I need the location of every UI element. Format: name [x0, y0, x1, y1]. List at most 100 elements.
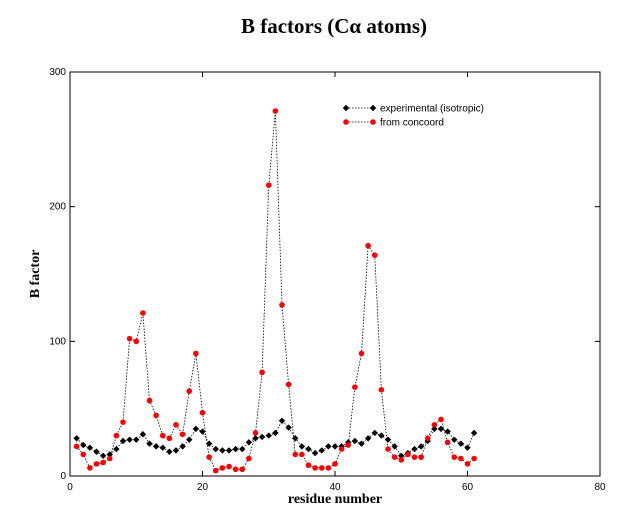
data-point	[305, 445, 312, 453]
x-tick-label: 60	[462, 482, 474, 493]
series-1	[73, 417, 478, 459]
data-point	[358, 440, 365, 447]
data-point	[417, 443, 425, 450]
x-axis-label: residue number	[288, 492, 382, 507]
x-tick-label: 0	[67, 482, 73, 493]
data-point	[305, 462, 312, 469]
data-point	[73, 443, 80, 450]
legend-marker	[342, 104, 350, 112]
data-point	[152, 443, 160, 450]
data-point	[351, 437, 359, 445]
data-point	[193, 350, 199, 357]
data-point	[279, 302, 285, 308]
data-point	[99, 452, 107, 459]
data-point	[179, 443, 186, 450]
data-point	[318, 447, 325, 454]
data-point	[298, 443, 306, 450]
data-point	[431, 425, 438, 433]
legend-marker	[370, 119, 376, 125]
data-point	[206, 454, 212, 460]
legend-item: from concoord	[343, 118, 444, 129]
data-point	[338, 446, 345, 452]
chart-title: B factors (Cα atoms)	[241, 14, 427, 38]
data-series	[73, 108, 478, 474]
data-point	[411, 454, 418, 460]
data-point	[431, 422, 438, 428]
data-point	[470, 429, 478, 437]
x-tick-label: 40	[329, 482, 341, 493]
data-point	[146, 440, 153, 447]
plot-frame	[69, 71, 601, 477]
data-point	[106, 451, 113, 458]
data-point	[252, 435, 259, 442]
data-point	[232, 466, 239, 473]
data-point	[378, 432, 385, 439]
data-point	[186, 388, 193, 394]
data-point	[239, 466, 246, 473]
data-point	[411, 445, 418, 453]
data-point	[464, 461, 471, 467]
data-point	[418, 454, 424, 460]
data-point	[246, 455, 252, 462]
legend-label: experimental (isotropic)	[380, 104, 484, 115]
data-point	[444, 439, 451, 446]
data-point	[113, 432, 120, 439]
data-point	[272, 108, 279, 114]
y-axis-label: B factor	[28, 250, 43, 299]
data-point	[332, 461, 338, 467]
data-point	[458, 455, 464, 462]
data-point	[312, 465, 318, 471]
data-point	[93, 461, 100, 467]
data-point	[292, 435, 299, 442]
series-line	[76, 111, 475, 472]
y-tick-label: 100	[49, 336, 66, 347]
data-point	[325, 465, 332, 471]
data-point	[126, 335, 133, 342]
data-point	[438, 416, 444, 423]
data-point	[444, 428, 451, 435]
data-point	[471, 455, 477, 462]
data-point	[371, 429, 378, 437]
data-point	[457, 440, 465, 447]
data-point	[278, 417, 286, 424]
data-point	[120, 419, 126, 425]
data-point	[179, 431, 186, 438]
data-point	[437, 425, 445, 433]
data-point	[100, 459, 106, 466]
data-point	[311, 449, 319, 457]
data-point	[126, 436, 133, 443]
y-tick-label: 0	[60, 471, 66, 482]
data-point	[424, 435, 431, 442]
data-point	[398, 452, 405, 459]
legend: experimental (isotropic) from concoord	[342, 104, 484, 129]
data-point	[113, 445, 120, 453]
data-point	[199, 428, 206, 435]
data-point	[451, 436, 458, 443]
data-point	[318, 465, 325, 471]
data-point	[140, 310, 146, 316]
data-point	[365, 242, 371, 249]
data-point	[391, 454, 398, 460]
data-point	[173, 422, 179, 428]
data-point	[331, 443, 339, 450]
data-point	[364, 435, 372, 442]
data-point	[464, 444, 471, 451]
data-point	[186, 436, 193, 443]
data-point	[239, 445, 246, 453]
data-point	[93, 448, 100, 455]
x-tick-label: 80	[594, 482, 606, 493]
data-point	[219, 465, 226, 471]
axis-ticks: 0 20 40 60 80 0 100 200 300	[49, 67, 606, 493]
data-point	[405, 451, 411, 458]
y-tick-label: 300	[49, 67, 66, 78]
data-point	[133, 436, 140, 443]
data-point	[285, 424, 292, 431]
data-point	[371, 252, 378, 258]
data-point	[398, 457, 405, 463]
data-point	[384, 436, 392, 443]
data-point	[285, 381, 292, 388]
data-point	[86, 444, 94, 451]
data-point	[192, 425, 200, 433]
data-point	[166, 448, 173, 455]
